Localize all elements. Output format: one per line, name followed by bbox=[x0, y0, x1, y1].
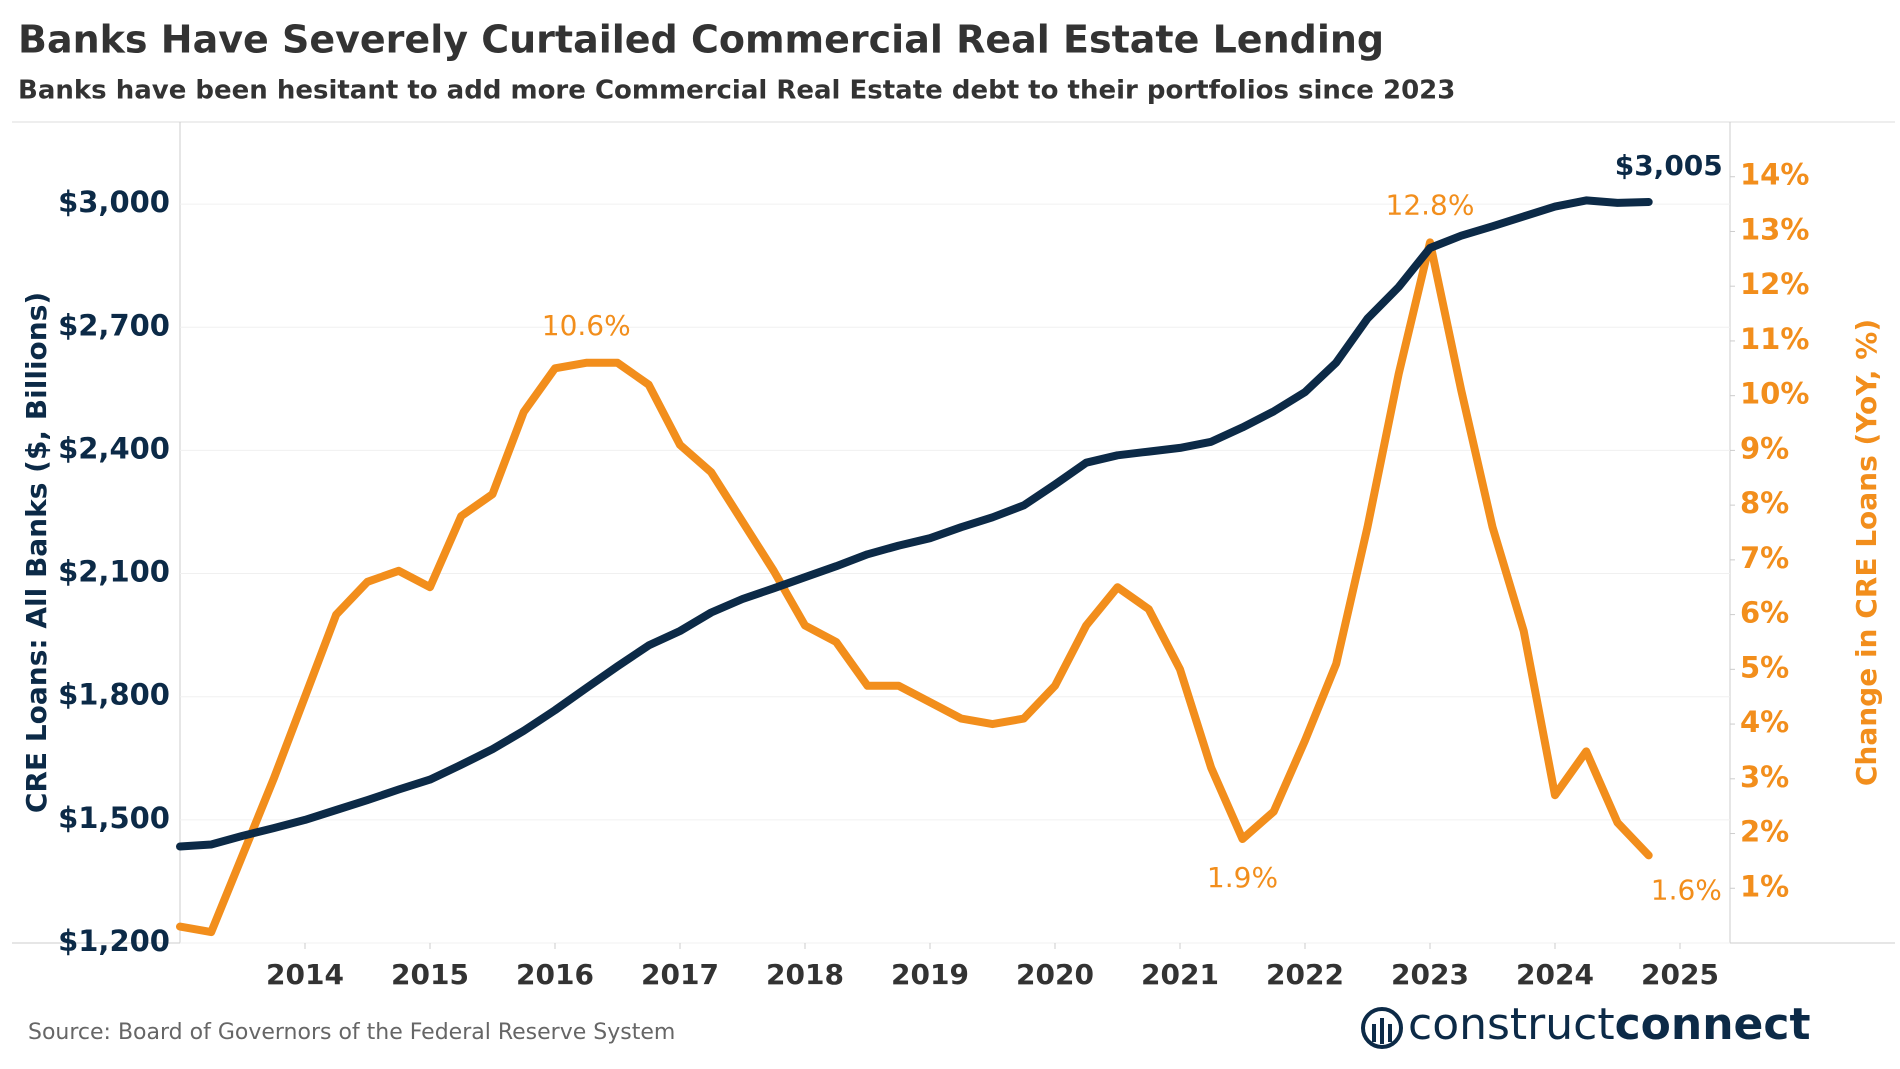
data-line bbox=[176, 238, 1653, 937]
logo-icon bbox=[1361, 1007, 1403, 1049]
x-tick-label: 2023 bbox=[1391, 958, 1469, 991]
y-tick-label: $2,400 bbox=[58, 431, 170, 465]
x-tick-label: 2019 bbox=[891, 958, 969, 991]
y-tick-label: $3,000 bbox=[58, 185, 170, 219]
source-note: Source: Board of Governors of the Federa… bbox=[28, 1020, 675, 1045]
y2-tick-label: 5% bbox=[1740, 650, 1789, 684]
y2-tick-label: 7% bbox=[1740, 541, 1789, 575]
y2-tick-label: 12% bbox=[1740, 267, 1809, 301]
data-label: 10.6% bbox=[542, 309, 631, 342]
y-tick-label: $1,500 bbox=[58, 801, 170, 835]
x-tick-label: 2024 bbox=[1516, 958, 1594, 991]
y2-tick-label: 14% bbox=[1740, 158, 1809, 192]
y2-tick-label: 9% bbox=[1740, 431, 1789, 465]
y2-tick-label: 3% bbox=[1740, 760, 1789, 794]
y-axis-title: CRE Loans: All Banks ($, Billions) bbox=[20, 292, 53, 813]
x-tick-label: 2017 bbox=[641, 958, 719, 991]
y2-tick-label: 11% bbox=[1740, 322, 1809, 356]
y2-tick-label: 2% bbox=[1740, 815, 1789, 849]
chart-title: Banks Have Severely Curtailed Commercial… bbox=[18, 18, 1384, 62]
logo-suffix: connect bbox=[1615, 999, 1811, 1050]
data-line bbox=[176, 196, 1653, 851]
x-tick-label: 2025 bbox=[1641, 958, 1719, 991]
data-label: 12.8% bbox=[1386, 188, 1475, 221]
y-tick-label: $1,800 bbox=[58, 678, 170, 712]
logo-prefix: construct bbox=[1408, 999, 1615, 1050]
y2-tick-label: 8% bbox=[1740, 486, 1789, 520]
chart-subtitle: Banks have been hesitant to add more Com… bbox=[18, 76, 1455, 106]
y-tick-label: $1,200 bbox=[58, 924, 170, 958]
y2-tick-label: 10% bbox=[1740, 377, 1809, 411]
y2-tick-label: 6% bbox=[1740, 596, 1789, 630]
y2-axis-title: Change in CRE Loans (YoY, %) bbox=[1850, 319, 1883, 786]
y2-tick-label: 1% bbox=[1740, 869, 1789, 903]
data-label: 1.6% bbox=[1651, 873, 1722, 906]
data-label: $3,005 bbox=[1615, 149, 1723, 182]
x-tick-label: 2015 bbox=[391, 958, 469, 991]
y2-tick-label: 4% bbox=[1740, 705, 1789, 739]
y-tick-label: $2,100 bbox=[58, 555, 170, 589]
x-tick-label: 2021 bbox=[1141, 958, 1219, 991]
x-tick-label: 2020 bbox=[1016, 958, 1094, 991]
logo-text: constructconnect bbox=[1408, 999, 1811, 1050]
data-label: 1.9% bbox=[1207, 861, 1278, 894]
x-tick-label: 2014 bbox=[266, 958, 344, 991]
x-tick-label: 2022 bbox=[1266, 958, 1344, 991]
y2-tick-label: 13% bbox=[1740, 212, 1809, 246]
logo: constructconnect bbox=[1361, 999, 1811, 1050]
x-tick-label: 2018 bbox=[766, 958, 844, 991]
x-tick-label: 2016 bbox=[516, 958, 594, 991]
y-tick-label: $2,700 bbox=[58, 308, 170, 342]
